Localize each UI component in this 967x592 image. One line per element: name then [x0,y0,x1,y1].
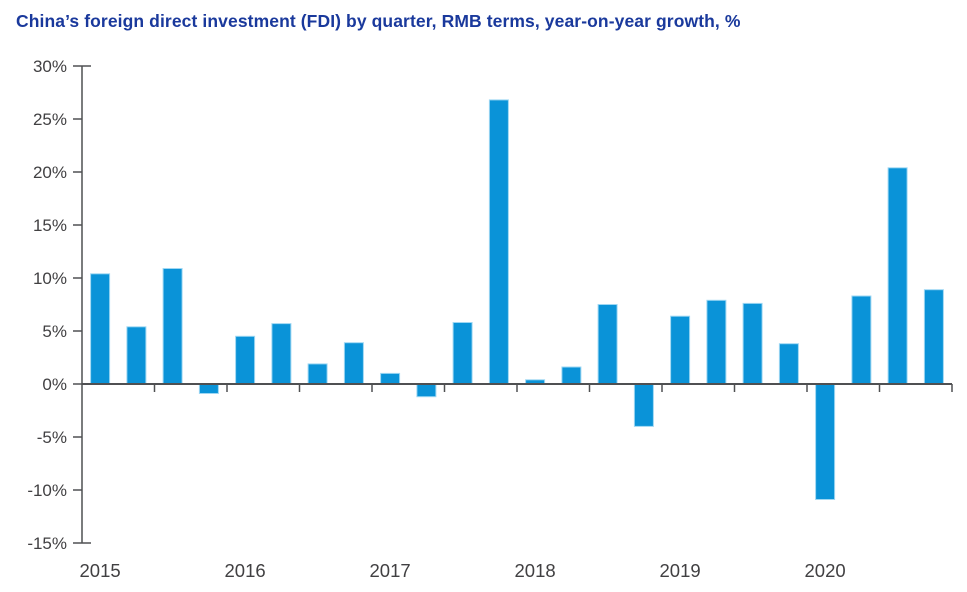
bar-2018-q4 [633,383,654,427]
bar-2016-q2 [271,323,292,385]
bar-2018-q2 [561,366,582,385]
bar-2016-q3 [307,363,328,385]
y-tick-label: -10% [27,481,67,500]
y-tick-label: 25% [33,110,67,129]
y-tick-label: -15% [27,534,67,553]
bar-2017-q2 [416,383,437,398]
bar-2020-q4 [923,289,944,385]
bar-2020-q2 [851,295,872,385]
bar-2019-q3 [742,302,763,385]
bar-2020-q1 [815,383,836,500]
bar-2019-q2 [706,299,727,385]
x-year-label-2016: 2016 [225,560,266,581]
y-tick-label: 0% [42,375,67,394]
bar-2019-q1 [670,315,691,385]
y-tick-label: 30% [33,57,67,76]
bar-2020-q3 [887,167,908,385]
bar-2015-q1 [90,273,111,385]
x-year-label-2020: 2020 [805,560,846,581]
y-tick-label: 5% [42,322,67,341]
bar-2016-q1 [235,335,256,385]
bar-2015-q2 [126,326,147,385]
y-tick-label: -5% [37,428,67,447]
y-tick-label: 15% [33,216,67,235]
bar-2017-q3 [452,322,473,385]
bar-2018-q3 [597,304,618,385]
bar-2015-q3 [162,268,183,385]
bar-2016-q4 [343,342,364,385]
bar-2017-q1 [380,372,401,385]
bar-2019-q4 [778,343,799,385]
x-year-label-2018: 2018 [515,560,556,581]
x-year-label-2015: 2015 [80,560,121,581]
x-year-label-2019: 2019 [660,560,701,581]
y-tick-label: 10% [33,269,67,288]
chart-title: China’s foreign direct investment (FDI) … [16,11,741,31]
x-year-label-2017: 2017 [370,560,411,581]
bar-2015-q4 [198,383,219,394]
y-tick-label: 20% [33,163,67,182]
bar-2017-q4 [488,99,509,385]
